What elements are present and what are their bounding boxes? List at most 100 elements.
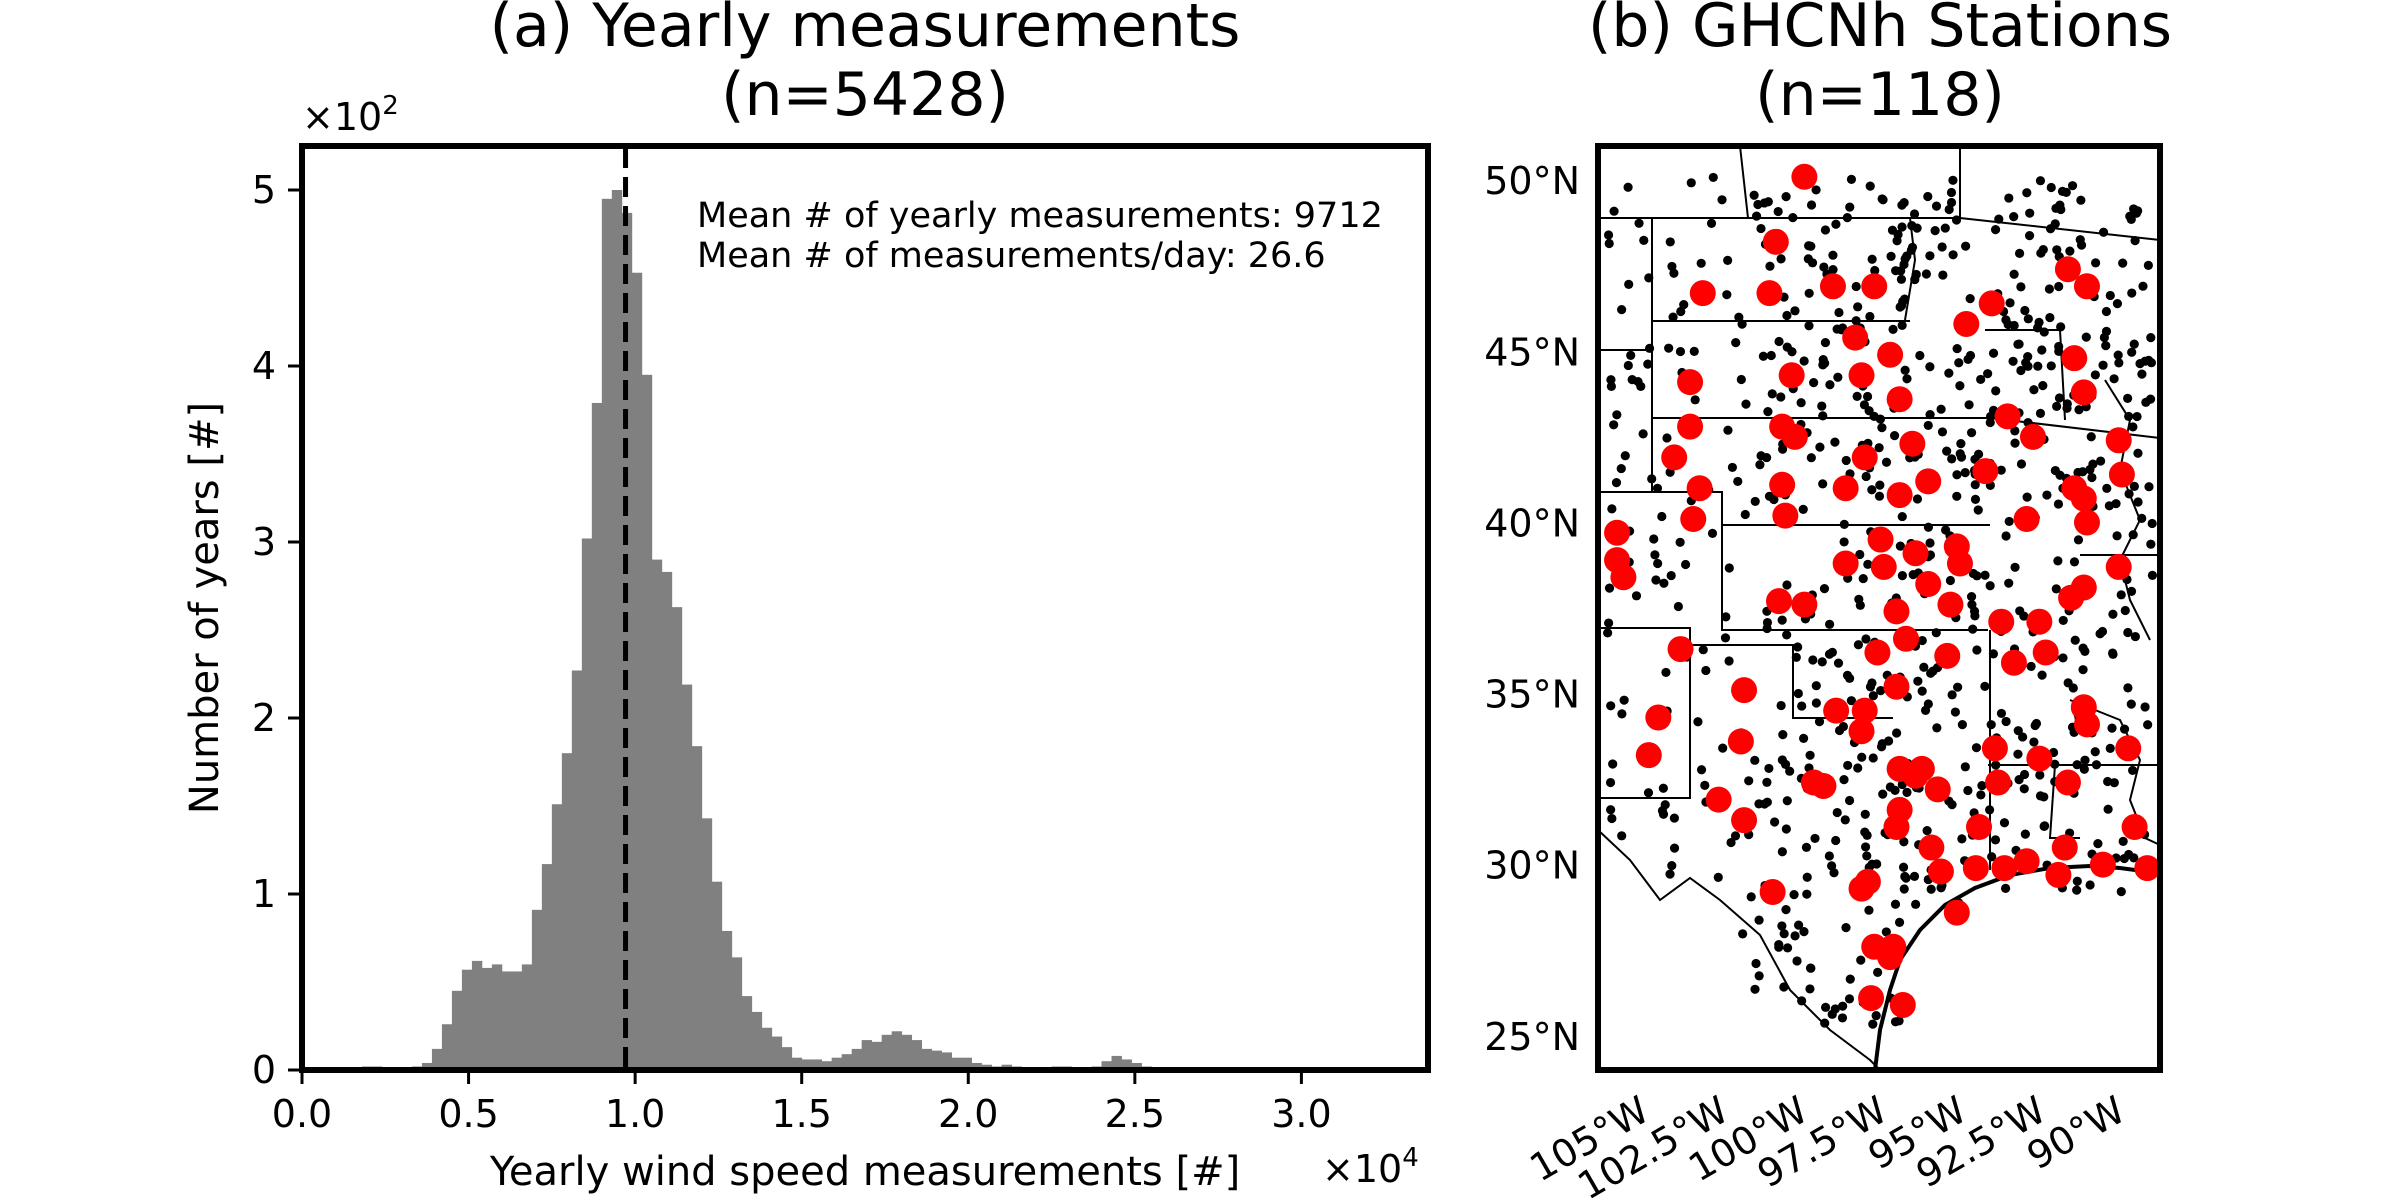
station-dot (1991, 386, 2001, 396)
station-dot (1932, 723, 1942, 733)
station-dot (2116, 887, 2126, 897)
histogram-bar (951, 1057, 963, 1070)
station-dot (1844, 795, 1855, 806)
selected-station-marker (1902, 540, 1929, 567)
station-dot (1844, 994, 1855, 1004)
station-dot (1867, 485, 1877, 495)
station-dot (1980, 681, 1990, 691)
station-dot (1921, 269, 1932, 279)
station-dot (1915, 350, 1925, 361)
station-dot (1830, 437, 1840, 447)
station-dot (1988, 649, 1999, 659)
station-dot (1917, 686, 1927, 696)
station-dot (1926, 884, 1936, 894)
station-dot (2132, 411, 2142, 422)
station-dot (1620, 451, 1630, 461)
station-dot (1804, 321, 1814, 331)
station-dot (1963, 354, 1973, 364)
y-tick-label: 2 (252, 696, 276, 740)
station-dot (1750, 984, 1760, 994)
station-dot (1667, 261, 1677, 272)
station-dot (1731, 337, 1741, 348)
station-dot (1606, 701, 1616, 711)
station-dot (1829, 868, 1839, 878)
station-dot (1841, 923, 1851, 933)
selected-station-marker (2013, 506, 2040, 533)
station-dot (2053, 556, 2063, 566)
station-dot (2118, 258, 2128, 268)
station-dot (1790, 306, 1800, 316)
station-dot (2010, 438, 2020, 448)
station-dot (2016, 365, 2026, 376)
station-dot (1853, 302, 1863, 312)
station-dot (2061, 187, 2071, 197)
histogram-bar (891, 1031, 903, 1070)
station-dot (2058, 653, 2068, 663)
station-dot (1936, 883, 1946, 893)
selected-station-marker (1791, 591, 1818, 618)
station-dot (1751, 211, 1762, 221)
station-dot (1957, 720, 1967, 730)
histogram-bar (461, 969, 473, 1070)
station-dot (1810, 833, 1820, 844)
station-dot (1811, 681, 1821, 691)
station-dot (1740, 509, 1750, 520)
station-dot (2069, 557, 2080, 567)
station-dot (2072, 760, 2082, 770)
station-dot (1649, 534, 1659, 544)
histogram-bar (761, 1027, 773, 1070)
station-dot (2068, 683, 2078, 693)
selected-station-marker (1994, 403, 2021, 430)
station-dot (1754, 971, 1764, 981)
station-dot (1617, 831, 1627, 841)
station-dot (1741, 399, 1751, 409)
station-dot (1724, 656, 1734, 666)
histogram-bar (631, 272, 643, 1071)
panel-a-frame (299, 143, 1431, 1073)
station-dot (2079, 764, 2089, 774)
station-dot (1857, 752, 1867, 762)
station-dot (1831, 835, 1841, 846)
selected-station-marker (1889, 991, 1916, 1018)
selected-station-marker (1677, 413, 1704, 440)
station-dot (1720, 633, 1731, 643)
station-dot (1679, 300, 1689, 310)
selected-station-marker (1918, 834, 1945, 861)
station-dot (2019, 784, 2029, 794)
station-dot (2081, 332, 2091, 342)
station-dot (1828, 250, 1838, 260)
histogram-bar (671, 607, 683, 1070)
histogram-bar (831, 1057, 843, 1070)
station-dot (2124, 411, 2134, 422)
selected-station-marker (1848, 875, 1875, 902)
station-dot (1890, 899, 1901, 909)
station-dot (1805, 750, 1815, 760)
selected-station-marker (2070, 574, 2097, 601)
selected-station-marker (1883, 814, 1910, 841)
selected-station-marker (2073, 273, 2100, 300)
station-dot (2010, 562, 2020, 572)
station-dot (2050, 759, 2060, 769)
station-dot (1798, 733, 1809, 743)
station-dot (1851, 281, 1861, 292)
station-dot (1923, 522, 1934, 532)
station-dot (2062, 399, 2072, 409)
histogram-bar (611, 190, 623, 1070)
station-dot (1864, 905, 1874, 915)
station-dot (2130, 236, 2140, 246)
station-dot (1659, 578, 1669, 588)
station-dot (1840, 815, 1850, 825)
station-dot (2042, 490, 2052, 500)
station-dot (2038, 381, 2048, 391)
station-dot (2074, 405, 2084, 415)
station-dot (2116, 590, 2126, 600)
station-dot (2095, 629, 2105, 639)
selected-station-marker (2105, 427, 2132, 454)
station-dot (1603, 628, 1613, 638)
station-dot (2039, 327, 2049, 337)
station-dot (1964, 400, 1974, 410)
selected-station-marker (1981, 735, 2008, 762)
station-dot (1853, 640, 1864, 650)
station-dot (2016, 459, 2027, 469)
